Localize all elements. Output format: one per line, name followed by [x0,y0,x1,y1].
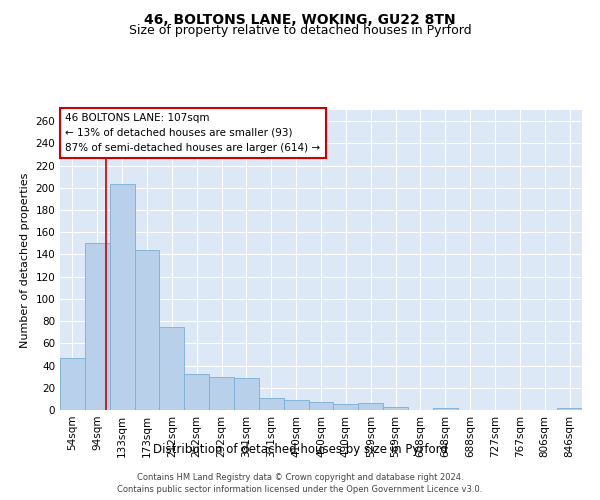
Text: Size of property relative to detached houses in Pyrford: Size of property relative to detached ho… [128,24,472,37]
Bar [85,244,110,410]
Bar [234,378,259,410]
Bar [557,408,582,410]
Text: Contains public sector information licensed under the Open Government Licence v3: Contains public sector information licen… [118,485,482,494]
Bar [110,184,134,410]
Bar [259,398,284,410]
Text: 46, BOLTONS LANE, WOKING, GU22 8TN: 46, BOLTONS LANE, WOKING, GU22 8TN [144,12,456,26]
Y-axis label: Number of detached properties: Number of detached properties [20,172,30,348]
Text: 46 BOLTONS LANE: 107sqm
← 13% of detached houses are smaller (93)
87% of semi-de: 46 BOLTONS LANE: 107sqm ← 13% of detache… [65,113,320,152]
Bar [160,326,184,410]
Text: Distribution of detached houses by size in Pyrford: Distribution of detached houses by size … [152,442,448,456]
Bar [284,400,308,410]
Bar [308,402,334,410]
Bar [134,250,160,410]
Text: Contains HM Land Registry data © Crown copyright and database right 2024.: Contains HM Land Registry data © Crown c… [137,472,463,482]
Bar [358,404,383,410]
Bar [60,358,85,410]
Bar [209,376,234,410]
Bar [383,406,408,410]
Bar [184,374,209,410]
Bar [433,408,458,410]
Bar [334,404,358,410]
